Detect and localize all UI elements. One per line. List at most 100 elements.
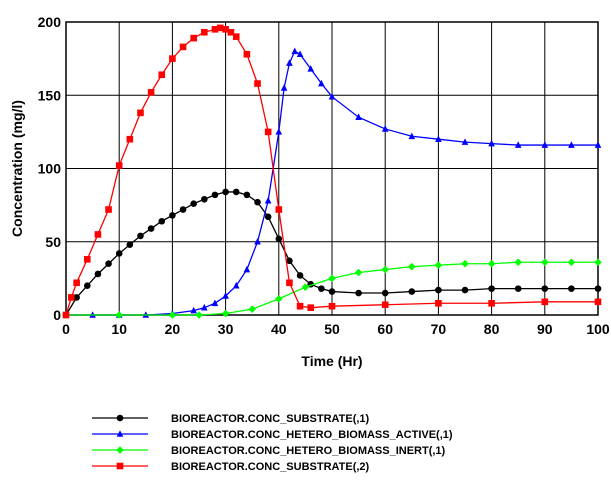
data-point-circle [318,285,325,292]
data-point-square [126,135,134,143]
y-tick-label: 50 [45,234,61,250]
data-point-square [488,299,495,307]
data-point-triangle [541,141,549,148]
x-tick-label: 10 [111,321,127,337]
legend-label: BIOREACTOR.CONC_SUBSTRATE(,2) [171,461,370,473]
data-point-circle [169,212,176,219]
data-point-diamond [221,309,230,318]
data-point-triangle [190,306,197,314]
data-point-diamond [381,265,389,274]
data-point-square [264,128,272,136]
data-point-square [105,206,112,213]
data-point-diamond [168,311,177,319]
data-point-square [381,301,389,309]
data-point-triangle [568,141,575,148]
data-point-triangle [355,113,362,121]
data-point-square [83,256,91,263]
data-point-circle [541,285,549,292]
data-point-square [541,298,549,306]
data-point-diamond [248,305,256,313]
data-point-square [169,55,176,62]
data-point-circle [381,289,389,297]
data-point-circle [232,188,240,196]
data-point-square [328,302,336,310]
data-point-diamond [116,446,124,454]
series-1 [62,188,602,319]
data-point-triangle [211,299,219,307]
data-point-diamond [567,258,576,267]
legend-entry: BIOREACTOR.CONC_SUBSTRATE(,2) [92,461,370,473]
data-point-triangle [291,47,299,55]
legend-entry: BIOREACTOR.CONC_HETERO_BIOMASS_INERT(,1) [92,445,446,457]
data-point-circle [73,294,80,301]
data-point-triangle [254,237,261,245]
y-tick-label: 0 [53,307,61,323]
data-point-square [211,26,219,33]
data-point-diamond [328,274,336,283]
x-tick-label: 80 [484,321,500,337]
data-point-circle [594,285,602,292]
data-point-circle [286,257,293,265]
data-point-diamond [487,259,496,268]
data-point-triangle [461,138,469,145]
data-point-square [254,80,261,87]
data-point-triangle [286,59,293,66]
series-layer [62,24,602,319]
data-point-triangle [280,84,288,91]
data-point-square [243,50,251,58]
x-tick-label: 0 [62,321,70,337]
x-tick-label: 70 [431,321,447,337]
data-point-triangle [232,281,240,289]
data-point-diamond [514,258,522,267]
data-point-square [227,28,235,36]
data-point-diamond [408,262,416,271]
grid [65,21,599,316]
data-point-diamond [541,258,549,267]
data-point-square [275,206,283,213]
x-tick-label: 50 [324,321,340,337]
data-point-circle [94,270,102,278]
data-point-circle [179,206,187,213]
data-point-circle [435,286,442,294]
x-tick-label: 20 [165,321,181,337]
data-point-triangle [307,65,315,72]
data-point-square [62,311,70,319]
data-point-circle [147,225,155,232]
data-point-circle [296,272,304,279]
data-point-triangle [296,50,304,58]
legend-label: BIOREACTOR.CONC_HETERO_BIOMASS_ACTIVE(,1… [171,429,453,441]
data-point-square [286,279,293,287]
data-point-circle [137,232,144,240]
data-point-square [158,71,166,79]
data-point-square [73,279,80,287]
plot-area-frame [65,21,599,316]
data-point-diamond [461,259,469,268]
data-point-square [435,299,442,307]
series-4 [62,24,602,319]
data-point-square [137,109,144,117]
data-point-square [179,43,187,51]
y-tick-label: 150 [38,87,62,103]
data-point-triangle [328,92,336,100]
legend-label: BIOREACTOR.CONC_HETERO_BIOMASS_INERT(,1) [171,445,446,457]
data-point-square [116,462,124,470]
tick-labels: 0 10 20 30 40 50 60 70 80 90 100 0 50 100 150 200 [38,14,610,337]
data-point-triangle [408,132,416,140]
y-axis-label: Concentration (mg/l) [9,100,25,237]
data-point-circle [190,200,197,207]
data-point-diamond [115,311,123,319]
data-point-triangle [275,128,283,135]
x-tick-label: 60 [377,321,393,337]
data-point-diamond [434,261,443,269]
data-point-diamond [594,258,602,267]
data-point-triangle [435,135,442,142]
x-axis-label: Time (Hr) [301,353,362,369]
data-point-circle [514,285,522,292]
data-point-circle [116,414,124,422]
x-tick-label: 30 [218,321,234,337]
data-point-square [307,304,315,311]
data-point-square [147,89,155,96]
data-point-circle [461,286,469,294]
x-tick-label: 40 [271,321,287,337]
